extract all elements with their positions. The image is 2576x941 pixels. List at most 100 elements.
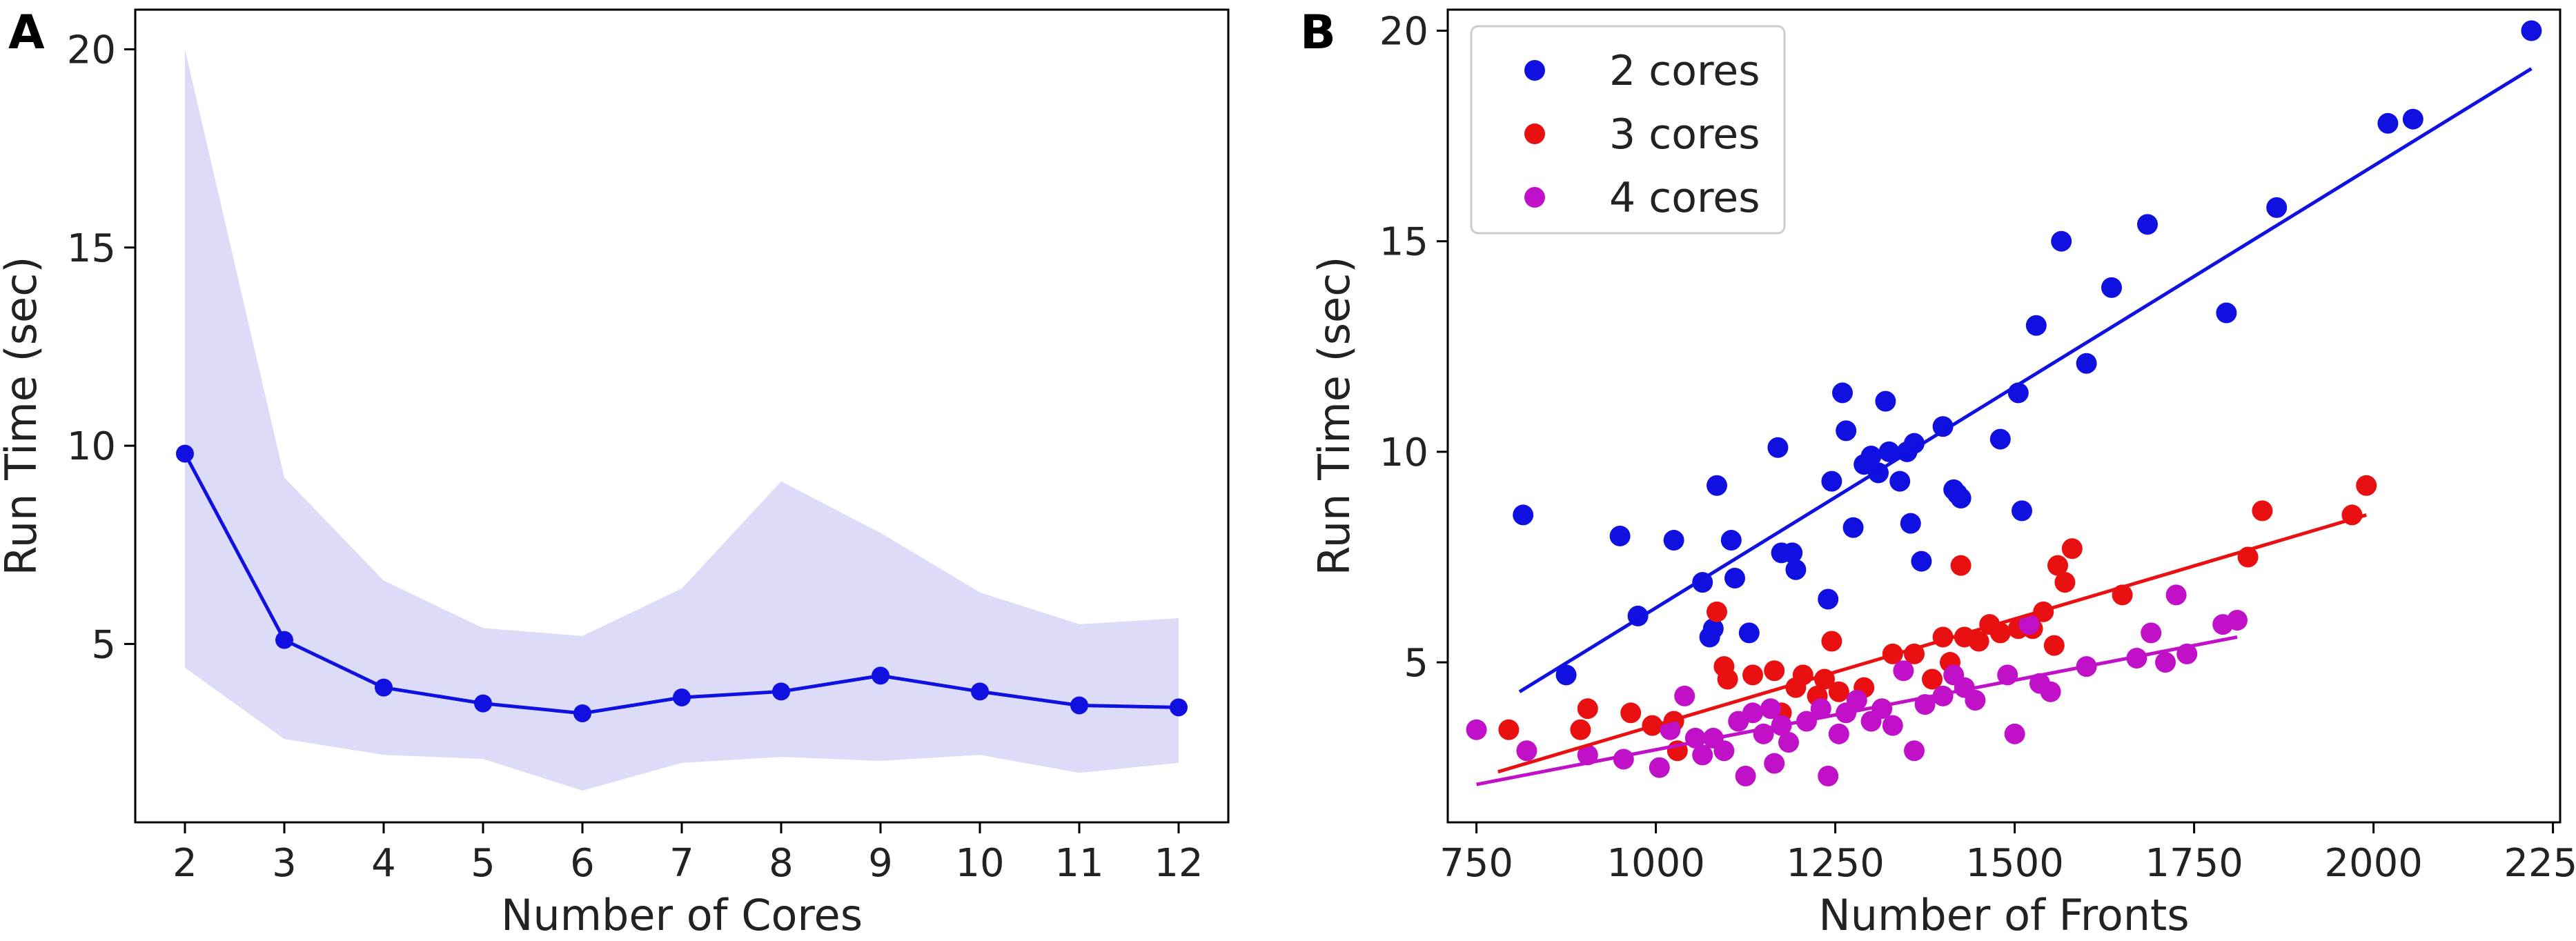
panel-b-point-4-cores xyxy=(2165,584,2187,606)
panel-a-chart: A 2 3 4 5 6 7 8 9 10 11 12 5 10 15 20 Number of Cores… xyxy=(0,6,1230,940)
panel-b-point-2-cores xyxy=(1702,618,1724,640)
panel-a-x-tick-label: 10 xyxy=(955,841,1004,886)
panel-b-point-4-cores xyxy=(1760,698,1781,720)
panel-b-point-2-cores xyxy=(1767,437,1789,458)
panel-b-point-2-cores xyxy=(1818,588,1839,610)
panel-b-point-4-cores xyxy=(1613,749,1634,770)
panel-b-legend-label: 4 cores xyxy=(1609,174,1760,222)
panel-b-point-2-cores xyxy=(1832,382,1853,404)
panel-a-y-tick-label: 10 xyxy=(67,424,116,469)
panel-b-point-3-cores xyxy=(2043,635,2065,656)
panel-b-point-3-cores xyxy=(2054,572,2076,593)
panel-b-point-2-cores xyxy=(2012,500,2032,522)
panel-b-point-3-cores xyxy=(1950,555,1972,576)
panel-b-point-2-cores xyxy=(2402,108,2423,130)
panel-b-x-tick-label: 1250 xyxy=(1786,841,1885,886)
panel-b-point-4-cores xyxy=(1965,689,1986,711)
panel-a-x-tick-label: 5 xyxy=(471,841,495,886)
panel-b-point-3-cores xyxy=(1764,660,1785,682)
panel-b-fit-line-3-cores xyxy=(1497,513,2367,774)
panel-a-x-tick-label: 8 xyxy=(769,841,794,886)
panel-b-x-tick-label: 1000 xyxy=(1606,841,1705,886)
panel-b-y-tick-label: 20 xyxy=(1379,10,1428,55)
panel-b-legend-marker xyxy=(1524,187,1545,208)
panel-a-x-tick-label: 11 xyxy=(1054,841,1103,886)
panel-a-point xyxy=(872,666,889,685)
panel-b-point-4-cores xyxy=(2040,681,2061,702)
panel-b-point-2-cores xyxy=(1878,441,1900,462)
panel-b-point-2-cores xyxy=(2266,197,2288,218)
panel-a-point xyxy=(275,631,293,649)
panel-b-x-tick-label: 1750 xyxy=(2145,841,2243,886)
panel-b-point-2-cores xyxy=(1738,622,1760,644)
panel-b-point-2-cores xyxy=(1785,559,1807,580)
panel-b-point-2-cores xyxy=(2377,112,2399,134)
panel-b-point-2-cores xyxy=(1911,551,1932,572)
panel-b-point-3-cores xyxy=(2252,500,2273,522)
panel-b-legend-label: 3 cores xyxy=(1609,110,1760,159)
panel-b-point-2-cores xyxy=(1707,475,1727,496)
panel-b-point-2-cores xyxy=(2521,20,2542,41)
panel-b-point-4-cores xyxy=(1932,685,1954,706)
panel-b-point-2-cores xyxy=(1663,530,1684,551)
panel-b-point-2-cores xyxy=(2101,277,2122,298)
panel-b-point-4-cores xyxy=(1713,740,1735,762)
panel-b-point-4-cores xyxy=(1692,744,1713,766)
panel-b-point-2-cores xyxy=(2137,214,2158,235)
panel-b-letter: B xyxy=(1300,6,1336,60)
panel-a-point xyxy=(1170,698,1188,717)
panel-b-fit-line-2-cores xyxy=(1518,67,2533,693)
panel-b-point-2-cores xyxy=(1904,433,1925,454)
panel-b-point-4-cores xyxy=(2141,622,2162,644)
panel-b-point-4-cores xyxy=(1904,740,1925,762)
panel-b-point-3-cores xyxy=(1828,681,1849,702)
panel-b-point-3-cores xyxy=(1922,668,1943,690)
panel-b-point-2-cores xyxy=(1842,517,1864,538)
panel-b-legend-label: 2 cores xyxy=(1609,47,1760,95)
panel-b-point-3-cores xyxy=(1707,601,1727,622)
panel-b-x-tick-label: 2000 xyxy=(2324,841,2423,886)
panel-b-x-tick-label: 1500 xyxy=(1965,841,2064,886)
panel-b-y-axis-label: Run Time (sec) xyxy=(1309,257,1359,576)
panel-b-point-3-cores xyxy=(1620,702,1642,724)
panel-b-legend: 2 cores 3 cores 4 cores xyxy=(1470,25,1786,235)
panel-b-legend-box xyxy=(1470,25,1786,235)
panel-b-point-3-cores xyxy=(2047,555,2068,576)
panel-b-y-tick-label: 5 xyxy=(1404,641,1428,686)
panel-b-x-tick-label: 2250 xyxy=(2504,841,2576,886)
panel-b-point-3-cores xyxy=(1742,664,1763,686)
panel-b-point-4-cores xyxy=(1516,740,1537,762)
panel-b-point-3-cores xyxy=(1821,631,1842,652)
panel-b-point-2-cores xyxy=(2025,315,2047,336)
panel-b-point-4-cores xyxy=(1735,765,1756,786)
panel-b-point-4-cores xyxy=(1466,719,1487,740)
panel-b-point-2-cores xyxy=(1821,471,1842,492)
panel-b-point-4-cores xyxy=(1882,715,1903,736)
panel-b-point-2-cores xyxy=(1609,525,1631,546)
panel-b-x-axis-label: Number of Fronts xyxy=(1818,890,2189,940)
panel-b-point-4-cores xyxy=(2004,723,2025,744)
panel-b-point-3-cores xyxy=(1577,698,1598,720)
panel-b-point-2-cores xyxy=(1875,390,1896,412)
panel-b-point-2-cores xyxy=(2216,302,2237,324)
panel-a-x-tick-label: 9 xyxy=(868,841,893,886)
panel-a-point xyxy=(176,444,194,463)
panel-b-point-4-cores xyxy=(1674,685,1695,706)
panel-b-legend-marker xyxy=(1524,123,1545,144)
panel-b-point-4-cores xyxy=(2155,652,2176,673)
panel-b-point-4-cores xyxy=(1778,732,1799,753)
panel-a-x-tick-label: 3 xyxy=(272,841,297,886)
panel-b-point-4-cores xyxy=(1649,757,1670,778)
panel-a-point xyxy=(971,682,989,701)
panel-b-point-3-cores xyxy=(2356,475,2377,496)
panel-b-point-2-cores xyxy=(1720,530,1742,551)
panel-a-x-axis-label: Number of Cores xyxy=(501,890,863,940)
panel-b-point-4-cores xyxy=(2227,610,2248,631)
panel-b-point-4-cores xyxy=(1846,689,1867,711)
panel-a-y-tick-label: 20 xyxy=(67,28,116,72)
panel-b-point-3-cores xyxy=(1989,622,2011,644)
panel-a-range-band xyxy=(185,49,1179,791)
panel-a-x-tick-label: 2 xyxy=(173,841,197,886)
panel-a-x-tick-label: 4 xyxy=(371,841,396,886)
